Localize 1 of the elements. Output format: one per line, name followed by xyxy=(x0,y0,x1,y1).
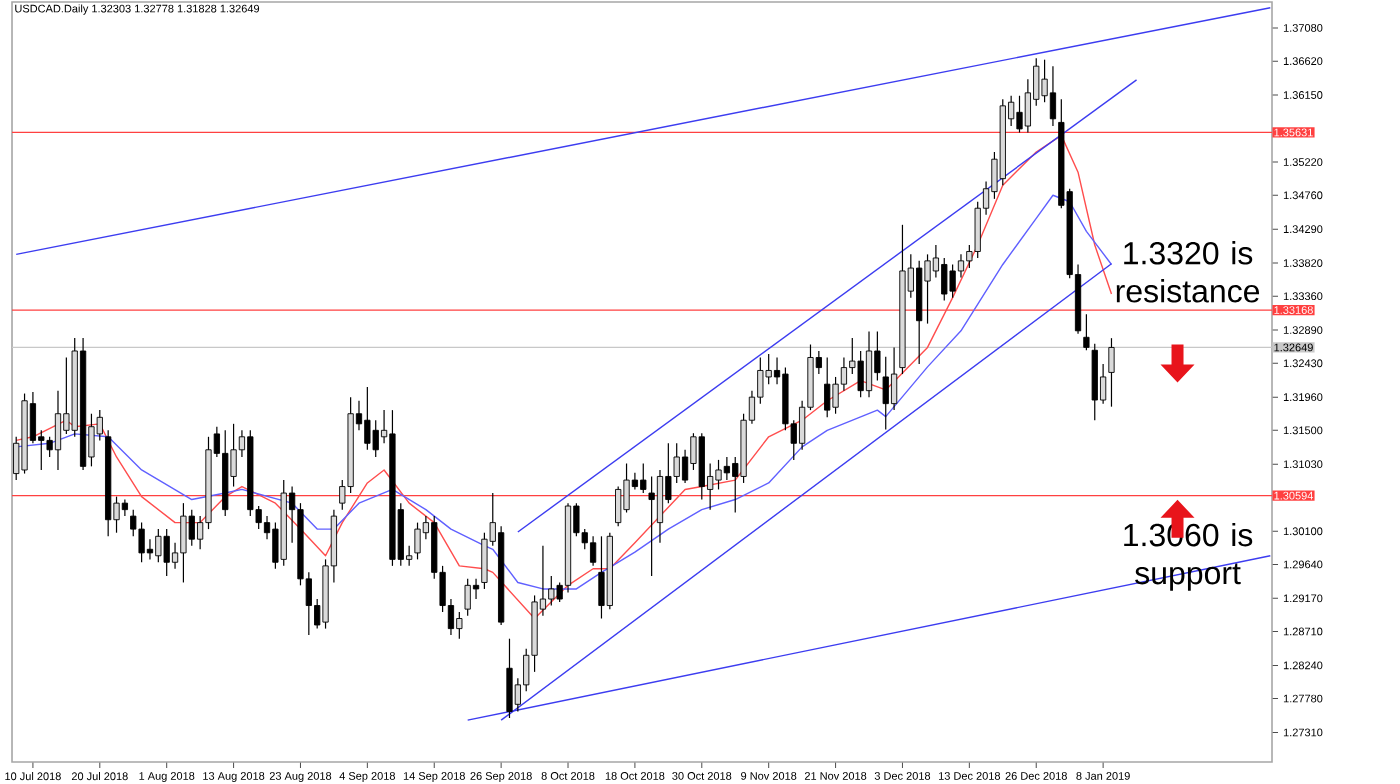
annotation: 1.3320 is resistance xyxy=(1116,241,1260,303)
